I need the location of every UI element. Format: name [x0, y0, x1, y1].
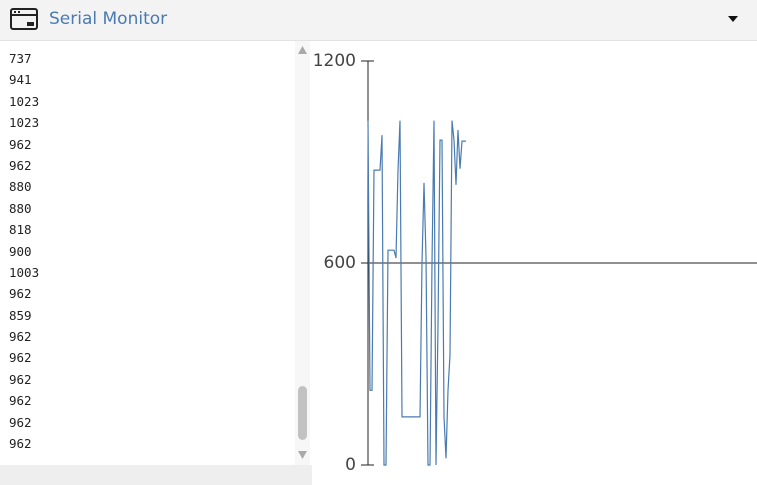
scrollbar-graphics	[298, 46, 307, 459]
status-strip	[0, 465, 312, 485]
serial-output: 737 941 1023 1023 962 962 880 880 818 900 1003 962 8…	[0, 48, 295, 454]
y-tick-label: 0	[345, 455, 356, 475]
serial-line: 962	[9, 393, 32, 409]
serial-line: 818	[9, 222, 32, 238]
serial-line: 962	[9, 136, 32, 152]
serial-line: 1023	[9, 93, 40, 109]
dropdown-arrow[interactable]	[728, 16, 740, 24]
serial-line: 962	[9, 329, 32, 345]
serial-line: 900	[9, 243, 32, 259]
monitor-icon	[10, 8, 38, 30]
serial-line: 1023	[9, 115, 40, 131]
serial-line: 962	[9, 414, 32, 430]
serial-line: 962	[9, 371, 32, 387]
serial-line: 859	[9, 307, 32, 323]
data-line	[367, 120, 466, 466]
serial-line: 962	[9, 436, 32, 452]
serial-line: 880	[9, 179, 32, 195]
serial-line: 962	[9, 286, 32, 302]
serial-line: 1003	[9, 264, 40, 280]
header-bar: Serial Monitor	[0, 0, 757, 41]
y-tick-label: 600	[324, 253, 356, 273]
serial-line: 737	[9, 51, 32, 66]
scrollbar[interactable]	[295, 41, 310, 465]
panel-title: Serial Monitor	[49, 9, 168, 29]
serial-line: 880	[9, 200, 32, 216]
serial-line: 962	[9, 157, 32, 173]
serial-line: 962	[9, 350, 32, 366]
serial-line: 941	[9, 72, 32, 88]
y-tick-label: 1200	[313, 51, 356, 71]
